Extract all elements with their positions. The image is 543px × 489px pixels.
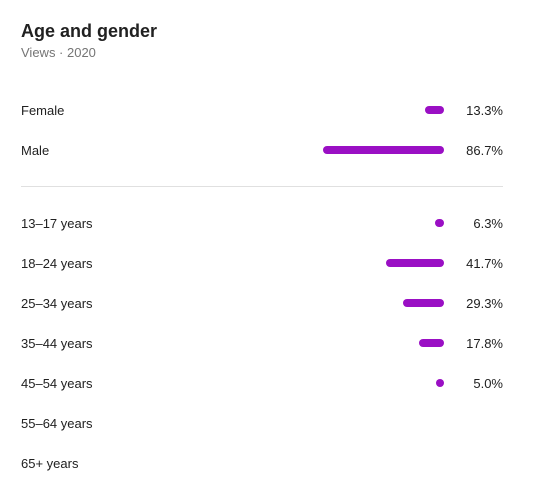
age-bar xyxy=(402,299,444,307)
age-value: 41.7% xyxy=(466,255,503,271)
age-bar xyxy=(435,219,444,227)
age-value: 29.3% xyxy=(466,295,503,311)
gender-label: Female xyxy=(21,102,65,118)
age-label: 55–64 years xyxy=(21,415,93,431)
age-row-18-24: 18–24 years 41.7% xyxy=(21,243,503,283)
age-row-55-64: 55–64 years xyxy=(21,403,503,443)
age-row-25-34: 25–34 years 29.3% xyxy=(21,283,503,323)
age-row-45-54: 45–54 years 5.0% xyxy=(21,363,503,403)
card-title: Age and gender xyxy=(21,21,158,41)
age-label: 65+ years xyxy=(21,455,79,471)
age-value: 5.0% xyxy=(473,375,503,391)
bar-track xyxy=(304,379,444,387)
gender-value: 13.3% xyxy=(466,102,503,118)
gender-list: Female 13.3% Male 86.7% xyxy=(21,90,503,170)
age-bar xyxy=(385,259,444,267)
age-value: 6.3% xyxy=(473,215,503,231)
age-bar xyxy=(419,339,444,347)
gender-label: Male xyxy=(21,142,50,158)
age-value: 17.8% xyxy=(466,335,503,351)
gender-bar xyxy=(425,106,444,114)
card-subtitle: Views · 2020 xyxy=(21,45,96,60)
bar-track xyxy=(304,219,444,227)
bar-track xyxy=(304,146,444,154)
age-label: 18–24 years xyxy=(21,255,93,271)
age-row-65-plus: 65+ years xyxy=(21,443,503,483)
age-label: 25–34 years xyxy=(21,295,93,311)
bar-track xyxy=(304,459,444,467)
gender-bar xyxy=(322,146,444,154)
gender-row-male: Male 86.7% xyxy=(21,130,503,170)
age-row-13-17: 13–17 years 6.3% xyxy=(21,203,503,243)
bar-track xyxy=(304,299,444,307)
bar-track xyxy=(304,259,444,267)
age-label: 45–54 years xyxy=(21,375,93,391)
age-bar xyxy=(436,379,444,387)
age-row-35-44: 35–44 years 17.8% xyxy=(21,323,503,363)
age-label: 35–44 years xyxy=(21,335,93,351)
age-label: 13–17 years xyxy=(21,215,93,231)
gender-row-female: Female 13.3% xyxy=(21,90,503,130)
bar-track xyxy=(304,106,444,114)
gender-value: 86.7% xyxy=(466,142,503,158)
section-divider xyxy=(21,186,503,187)
bar-track xyxy=(304,339,444,347)
bar-track xyxy=(304,419,444,427)
age-list: 13–17 years 6.3% 18–24 years 41.7% 25–34… xyxy=(21,203,503,483)
